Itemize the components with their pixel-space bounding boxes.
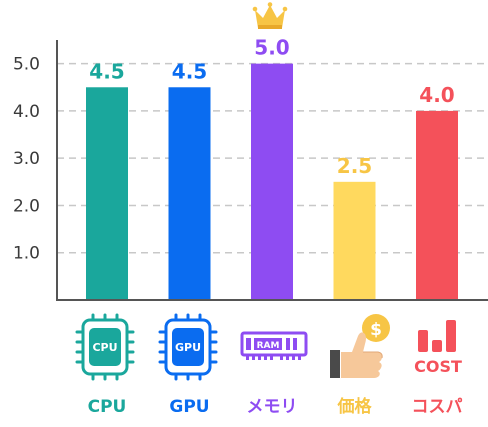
svg-text:GPU: GPU: [175, 341, 201, 354]
bar: [168, 87, 211, 300]
y-tick-label: 2.0: [13, 196, 40, 216]
category-label: CPU: [88, 397, 127, 417]
bar: [416, 110, 458, 300]
value-labels: 4.5 4.5 5.0 2.5 4.0: [89, 36, 454, 178]
ram-module-icon: RAM: [240, 331, 308, 360]
value-label: 4.5: [172, 59, 207, 83]
y-tick-label: 1.0: [13, 244, 40, 264]
value-label: 2.5: [337, 154, 372, 178]
value-label: 4.5: [89, 59, 124, 83]
category-label: 価格: [337, 396, 373, 417]
bar: [86, 87, 128, 300]
thumbs-up-coin-icon: $: [330, 314, 390, 378]
crown-icon: [252, 2, 288, 29]
value-label: 4.0: [419, 83, 454, 107]
category-label: メモリ: [247, 397, 298, 417]
category-labels: CPU GPU メモリ 価格 コスパ: [88, 396, 463, 417]
svg-text:$: $: [370, 320, 382, 340]
y-tick-label: 4.0: [13, 102, 40, 122]
bar: [251, 63, 293, 300]
category-label: GPU: [169, 397, 209, 417]
y-tick-label: 3.0: [13, 149, 40, 169]
value-label: 5.0: [254, 36, 289, 60]
gpu-chip-icon: GPU: [158, 313, 218, 381]
svg-text:CPU: CPU: [92, 341, 117, 354]
svg-text:RAM: RAM: [257, 341, 280, 351]
svg-text:COST: COST: [414, 357, 462, 376]
category-label: コスパ: [412, 397, 463, 417]
y-tick-labels: 1.0 2.0 3.0 4.0 5.0: [13, 55, 40, 264]
bar: [333, 181, 376, 300]
cpu-chip-icon: CPU: [75, 313, 135, 381]
bars: [86, 63, 458, 300]
y-tick-label: 5.0: [13, 55, 40, 75]
cost-bars-icon: COST: [414, 320, 462, 376]
